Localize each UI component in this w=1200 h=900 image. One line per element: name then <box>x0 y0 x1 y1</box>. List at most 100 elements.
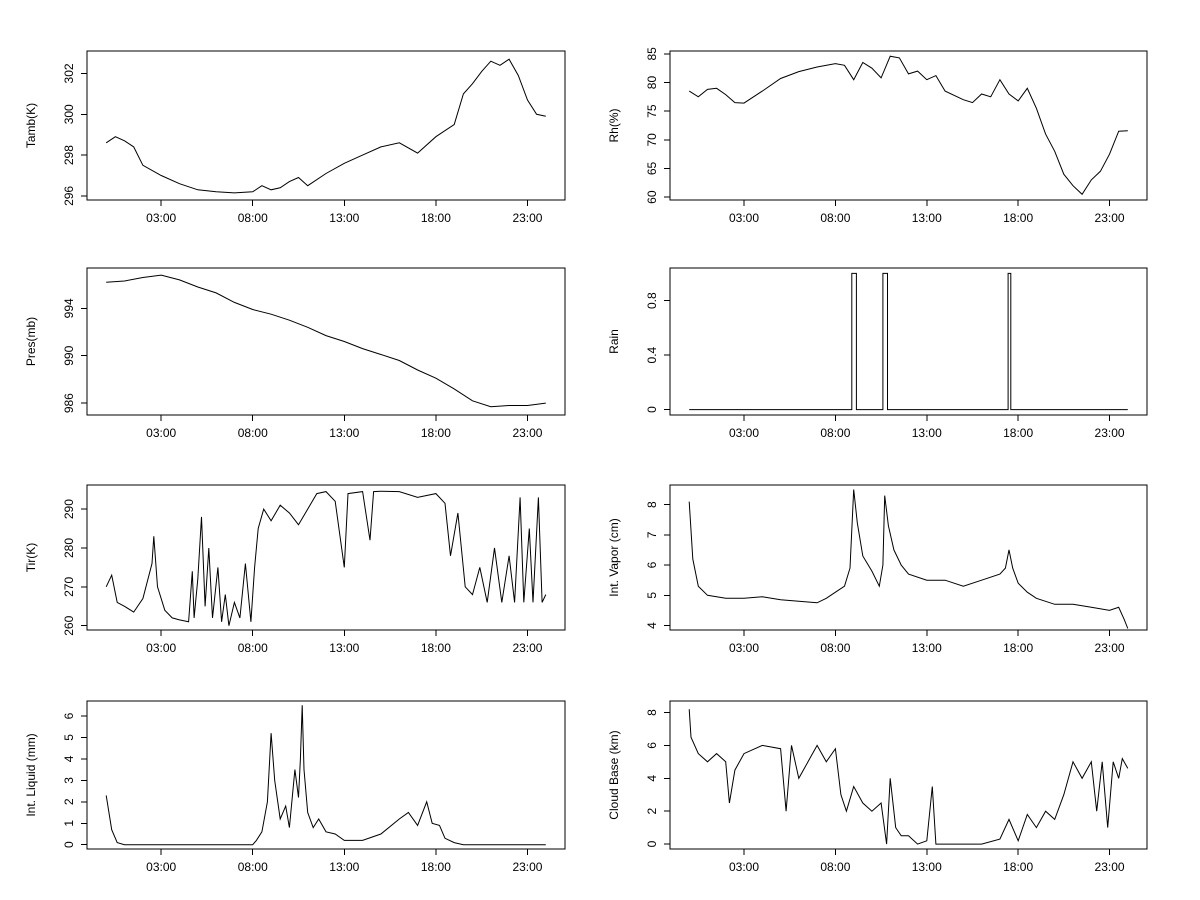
series-line-1 <box>105 705 546 846</box>
y-axis-label: Tamb(K) <box>24 103 38 148</box>
y-tick-label: 994 <box>62 298 76 318</box>
x-tick-label: 18:00 <box>1003 426 1033 440</box>
y-axis-label: Rain <box>607 329 621 354</box>
y-tick-label: 0 <box>645 406 659 413</box>
x-tick-label: 18:00 <box>1003 211 1033 225</box>
y-axis-label: Pres(mb) <box>24 317 38 366</box>
y-tick-label: 986 <box>62 393 76 413</box>
y-tick-label: 7 <box>645 531 659 538</box>
plot-frame <box>669 700 1148 850</box>
x-tick-label: 03:00 <box>146 860 176 874</box>
y-tick-label: 6 <box>645 561 659 568</box>
y-axis-label: Rh(%) <box>607 108 621 142</box>
x-tick-label: 23:00 <box>1095 641 1125 655</box>
y-tick-label: 4 <box>62 755 76 762</box>
x-tick-label: 13:00 <box>912 860 942 874</box>
series-line-1 <box>688 55 1128 196</box>
x-tick-label: 18:00 <box>1003 860 1033 874</box>
chart-panel-7: 03:00 08:00 13:00 18:00 23:00 0 1 2 3 4 5 6 Int. Liq… <box>24 700 566 874</box>
chart-panel-4: 03:00 08:00 13:00 18:00 23:00 0 0.4 0.8 Rain <box>607 267 1148 440</box>
y-tick-label: 302 <box>62 63 76 83</box>
chart-panel-8: 03:00 08:00 13:00 18:00 23:00 0 2 4 6 8 Cloud Base… <box>607 700 1148 874</box>
x-tick-label: 23:00 <box>512 211 542 225</box>
x-tick-label: 08:00 <box>820 211 850 225</box>
plot-frame <box>669 484 1148 631</box>
x-tick-label: 03:00 <box>729 641 759 655</box>
x-tick-label: 08:00 <box>820 860 850 874</box>
x-tick-label: 08:00 <box>820 641 850 655</box>
y-tick-label: 4 <box>645 622 659 629</box>
y-tick-label: 65 <box>645 161 659 175</box>
y-axis-label: Tir(K) <box>24 543 38 573</box>
y-tick-label: 290 <box>62 499 76 519</box>
plot-frame <box>669 50 1148 201</box>
x-tick-label: 13:00 <box>912 426 942 440</box>
x-tick-label: 13:00 <box>329 860 359 874</box>
y-tick-label: 300 <box>62 104 76 124</box>
y-tick-label: 2 <box>62 798 76 805</box>
y-tick-label: 260 <box>62 615 76 635</box>
plot-frame <box>86 50 566 201</box>
series-line-1 <box>689 272 1128 411</box>
plot-frame <box>86 484 566 631</box>
x-tick-label: 08:00 <box>820 426 850 440</box>
x-tick-label: 23:00 <box>1095 860 1125 874</box>
plot-frame <box>669 267 1148 416</box>
y-tick-label: 8 <box>645 501 659 508</box>
y-tick-label: 4 <box>645 775 659 782</box>
x-tick-label: 03:00 <box>146 426 176 440</box>
x-tick-label: 13:00 <box>912 641 942 655</box>
x-tick-label: 13:00 <box>912 211 942 225</box>
series-line-1 <box>688 489 1129 629</box>
chart-panel-6: 03:00 08:00 13:00 18:00 23:00 4 5 6 7 8 Int. Vapor… <box>607 484 1148 655</box>
y-tick-label: 0.8 <box>645 292 659 309</box>
chart-panel-3: 03:00 08:00 13:00 18:00 23:00 986 990 994 Pres(m… <box>24 267 566 440</box>
y-tick-label: 0.4 <box>645 346 659 363</box>
x-tick-label: 18:00 <box>421 426 451 440</box>
y-tick-label: 70 <box>645 133 659 147</box>
series-line-1 <box>105 58 546 194</box>
series-line-1 <box>105 490 547 626</box>
y-tick-label: 6 <box>62 712 76 719</box>
y-tick-label: 990 <box>62 345 76 365</box>
y-tick-label: 0 <box>645 840 659 847</box>
x-tick-label: 18:00 <box>1003 641 1033 655</box>
chart-panel-1: 03:00 08:00 13:00 18:00 23:00 296 298 300 302 Tam… <box>24 50 566 225</box>
x-tick-label: 23:00 <box>512 426 542 440</box>
x-tick-label: 13:00 <box>329 641 359 655</box>
x-tick-label: 18:00 <box>421 641 451 655</box>
y-tick-label: 0 <box>62 841 76 848</box>
x-tick-label: 03:00 <box>729 426 759 440</box>
plot-frame <box>86 267 566 416</box>
x-tick-label: 18:00 <box>421 211 451 225</box>
y-tick-label: 2 <box>645 808 659 815</box>
y-tick-label: 75 <box>645 104 659 118</box>
x-tick-label: 18:00 <box>421 860 451 874</box>
x-tick-label: 23:00 <box>1095 211 1125 225</box>
x-tick-label: 13:00 <box>329 211 359 225</box>
y-tick-label: 6 <box>645 742 659 749</box>
x-tick-label: 08:00 <box>238 211 268 225</box>
y-tick-label: 80 <box>645 76 659 90</box>
x-tick-label: 03:00 <box>146 641 176 655</box>
plot-frame <box>86 700 566 850</box>
y-tick-label: 280 <box>62 538 76 558</box>
y-tick-label: 5 <box>645 592 659 599</box>
y-axis-label: Cloud Base (km) <box>607 730 621 819</box>
y-axis-label: Int. Vapor (cm) <box>607 518 621 596</box>
x-tick-label: 08:00 <box>238 426 268 440</box>
y-tick-label: 296 <box>62 186 76 206</box>
x-tick-label: 13:00 <box>329 426 359 440</box>
chart-panel-2: 03:00 08:00 13:00 18:00 23:00 60 65 70 75 80 85 Rh(… <box>607 47 1148 225</box>
y-tick-label: 5 <box>62 734 76 741</box>
series-line-1 <box>688 709 1129 845</box>
y-axis-label: Int. Liquid (mm) <box>24 733 38 816</box>
x-tick-label: 08:00 <box>238 860 268 874</box>
x-tick-label: 23:00 <box>1095 426 1125 440</box>
x-tick-label: 03:00 <box>729 860 759 874</box>
y-tick-label: 60 <box>645 190 659 204</box>
series-line-1 <box>106 274 546 408</box>
y-tick-label: 270 <box>62 577 76 597</box>
y-tick-label: 8 <box>645 709 659 716</box>
